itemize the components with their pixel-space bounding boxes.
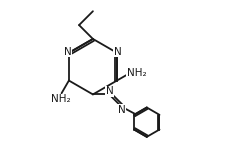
Text: N: N xyxy=(118,105,125,115)
Text: NH₂: NH₂ xyxy=(51,94,70,104)
Text: N: N xyxy=(106,86,114,96)
Text: N: N xyxy=(114,47,122,57)
Text: N: N xyxy=(64,47,72,57)
Text: NH₂: NH₂ xyxy=(127,68,146,78)
